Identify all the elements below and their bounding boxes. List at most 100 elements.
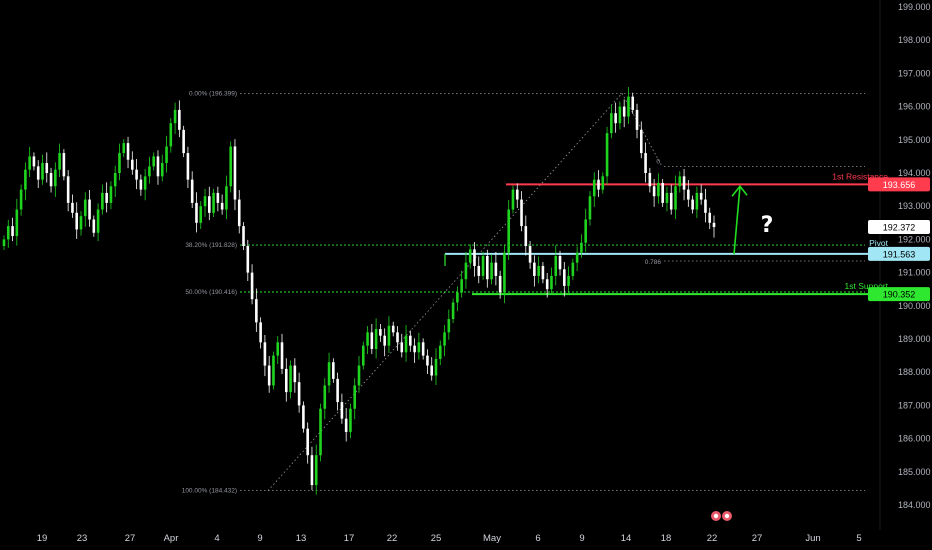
candle-body [353, 385, 357, 409]
level-name-label: 1st Support [845, 281, 889, 291]
candle-body [652, 186, 656, 197]
x-tick-label: 22 [707, 533, 718, 544]
candle-body [374, 329, 378, 349]
candle-body [152, 156, 155, 167]
candle-body [340, 402, 344, 419]
candle-body [156, 156, 160, 177]
candle-body [490, 262, 493, 280]
candle-body [383, 335, 386, 346]
candle-body [190, 179, 194, 203]
candle-body [327, 362, 331, 386]
candle-body [75, 212, 79, 230]
candlestick-series [2, 87, 716, 495]
candle-body [468, 249, 472, 263]
level-price-badge [868, 177, 930, 192]
x-tick-label: 19 [37, 533, 48, 544]
candle-body [208, 196, 211, 213]
candle-body [601, 176, 605, 190]
candle-body [691, 199, 694, 210]
candle-body [319, 408, 322, 456]
candle-body [49, 173, 53, 187]
candle-body [695, 192, 699, 210]
candle-body [276, 342, 280, 356]
candle-body [704, 199, 707, 213]
candle-body [473, 249, 476, 266]
key-levels[interactable]: 1st Resistance Pivot 1st Support [444, 171, 889, 296]
candle-body [199, 206, 203, 223]
candle-body [554, 256, 558, 276]
candle-body [2, 239, 6, 247]
y-tick-label: 184.000 [898, 500, 931, 510]
candle-body [631, 96, 635, 110]
candle-body [344, 418, 348, 432]
candle-body [524, 226, 528, 247]
candle-body [507, 209, 510, 253]
candle-body [160, 163, 164, 177]
time-axis[interactable]: 19 23 27 Apr 4 9 13 17 22 25 May 6 9 14 18 22 27 Jun 5 [37, 533, 862, 544]
candle-body [494, 262, 498, 276]
fibonacci-retracement[interactable]: 0.00% (196.399) 38.20% (191.828) 50.00% (1… [182, 90, 865, 495]
candle-body [644, 153, 647, 173]
candle-body [409, 335, 412, 346]
candle-body [648, 173, 652, 187]
price-badges: 193.656 191.563 190.352 192.372 [868, 177, 930, 302]
arrow-head [731, 184, 748, 197]
candle-body [515, 189, 519, 200]
candle-body [113, 173, 117, 187]
candle-body [178, 109, 181, 130]
candle-body [297, 382, 301, 406]
event-icon-dot [713, 513, 719, 519]
candle-body [126, 143, 130, 160]
candle-body [669, 192, 673, 210]
candle-body [661, 182, 664, 203]
x-tick-label: 5 [856, 533, 861, 544]
candle-body [6, 226, 10, 240]
candle-body [45, 163, 49, 173]
candle-body [366, 332, 369, 346]
price-axis[interactable]: 199.000 198.000 197.000 196.000 195.000 194.0… [898, 2, 931, 510]
candle-body [430, 365, 434, 376]
candle-body [11, 226, 14, 237]
candle-body [169, 123, 173, 147]
fib-trend-line [267, 93, 623, 491]
candle-body [588, 196, 592, 220]
annotations[interactable]: ? [711, 184, 774, 521]
x-tick-label: 6 [535, 533, 540, 544]
projection-arrow[interactable] [733, 186, 741, 255]
candle-body [32, 156, 36, 167]
candle-body [413, 345, 416, 353]
event-icon-dot [724, 513, 730, 519]
candle-body [665, 192, 669, 203]
fib-level-label: 100.00% (184.432) [182, 488, 237, 495]
y-tick-label: 193.000 [898, 201, 931, 211]
candle-body [272, 355, 275, 386]
candle-body [404, 335, 408, 353]
candle-body [396, 332, 399, 343]
y-tick-label: 191.000 [898, 268, 931, 278]
candle-body [511, 189, 515, 210]
candle-body [293, 365, 297, 383]
question-mark-annotation: ? [761, 213, 774, 238]
candle-body [71, 202, 74, 213]
candle-body [682, 176, 686, 190]
candle-body [36, 166, 40, 180]
fib-level-label: 0.00% (196.399) [189, 90, 237, 97]
candle-body [96, 209, 100, 233]
candle-body [426, 355, 429, 366]
x-tick-label: 9 [257, 533, 262, 544]
candle-body [92, 219, 96, 233]
x-tick-label: 25 [431, 533, 442, 544]
candle-body [575, 252, 579, 263]
candle-body [708, 212, 712, 223]
candle-body [246, 246, 250, 273]
level-price-text: 191.563 [883, 249, 916, 259]
candle-body [79, 216, 83, 230]
candle-body [62, 153, 66, 177]
candle-body [203, 196, 207, 207]
candle-body [361, 345, 365, 366]
candle-body [302, 405, 305, 429]
candle-body [614, 113, 617, 124]
candle-body [255, 299, 258, 323]
x-tick-label: Apr [164, 533, 179, 544]
